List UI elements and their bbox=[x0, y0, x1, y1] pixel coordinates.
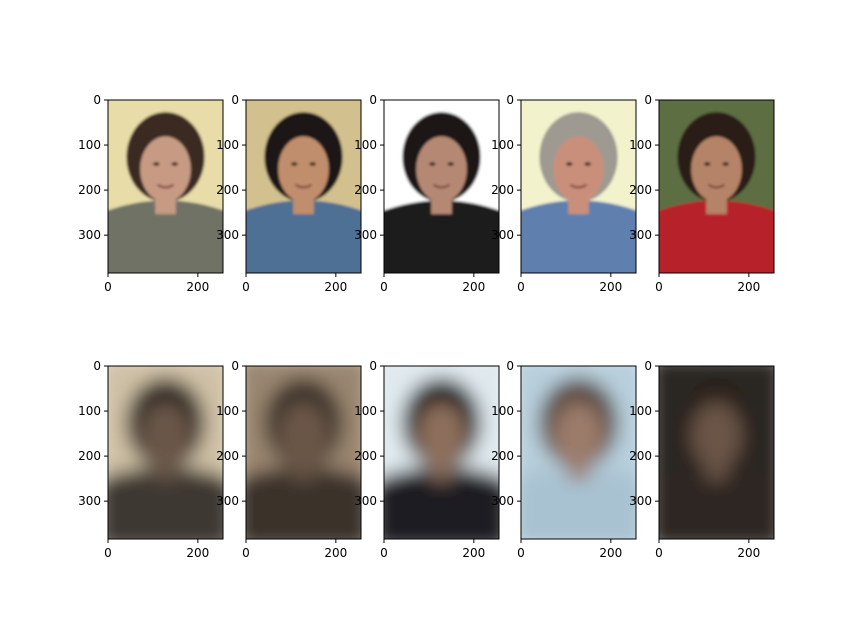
panel-1-1: 0 100 200 300 0 200 bbox=[78, 93, 224, 294]
x-tick-label: 200 bbox=[462, 280, 485, 294]
y-tick-label: 200 bbox=[629, 183, 652, 197]
y-tick-label: 300 bbox=[354, 494, 377, 508]
y-tick-label: 300 bbox=[216, 494, 239, 508]
reconstructed-image bbox=[108, 366, 223, 539]
axes-frame bbox=[383, 99, 500, 274]
y-tick-label: 100 bbox=[629, 138, 652, 152]
axes-frame bbox=[245, 365, 362, 540]
y-tick-label: 0 bbox=[93, 93, 101, 107]
portrait-photo bbox=[659, 100, 774, 273]
x-tick-label: 200 bbox=[737, 280, 760, 294]
x-tick-label: 200 bbox=[462, 546, 485, 560]
reconstructed-image bbox=[384, 366, 499, 539]
x-tick-label: 200 bbox=[186, 546, 209, 560]
portrait-photo bbox=[246, 100, 361, 273]
y-tick-label: 200 bbox=[354, 183, 377, 197]
y-tick-label: 300 bbox=[78, 494, 101, 508]
reconstructed-image bbox=[521, 366, 636, 539]
y-tick-label: 300 bbox=[629, 228, 652, 242]
axes-frame bbox=[383, 365, 500, 540]
panel-grid: 0 100 200 300 0 200 0 100 200 300 0 200 0 100 200 300 0 2… bbox=[78, 93, 775, 560]
axes-frame bbox=[658, 99, 775, 274]
y-tick-label: 200 bbox=[491, 449, 514, 463]
y-tick-label: 100 bbox=[78, 138, 101, 152]
axes-frame bbox=[520, 99, 637, 274]
x-tick-label: 0 bbox=[655, 546, 663, 560]
panel-1-3: 0 100 200 300 0 200 bbox=[354, 93, 500, 294]
portrait-photo bbox=[521, 100, 636, 273]
y-tick-label: 100 bbox=[216, 404, 239, 418]
axes-frame bbox=[107, 365, 224, 540]
x-tick-label: 200 bbox=[324, 546, 347, 560]
panel-1-2: 0 100 200 300 0 200 bbox=[216, 93, 362, 294]
x-tick-label: 0 bbox=[517, 280, 525, 294]
x-tick-label: 0 bbox=[104, 546, 112, 560]
x-tick-label: 0 bbox=[380, 546, 388, 560]
y-tick-label: 0 bbox=[644, 93, 652, 107]
panel-1-4: 0 100 200 300 0 200 bbox=[491, 93, 637, 294]
portrait-photo bbox=[384, 100, 499, 273]
panel-2-3: 0 100 200 300 0 200 bbox=[354, 359, 500, 560]
y-tick-label: 0 bbox=[93, 359, 101, 373]
y-tick-label: 300 bbox=[216, 228, 239, 242]
x-tick-label: 0 bbox=[655, 280, 663, 294]
y-tick-label: 100 bbox=[491, 404, 514, 418]
y-tick-label: 200 bbox=[216, 183, 239, 197]
panel-2-4: 0 100 200 300 0 200 bbox=[491, 359, 637, 560]
axes-frame bbox=[520, 365, 637, 540]
y-tick-label: 0 bbox=[231, 93, 239, 107]
y-tick-label: 300 bbox=[491, 228, 514, 242]
y-tick-label: 0 bbox=[231, 359, 239, 373]
x-tick-label: 0 bbox=[104, 280, 112, 294]
axes-frame bbox=[107, 99, 224, 274]
y-tick-label: 300 bbox=[78, 228, 101, 242]
y-tick-label: 300 bbox=[629, 494, 652, 508]
y-tick-label: 0 bbox=[369, 93, 377, 107]
y-tick-label: 0 bbox=[506, 93, 514, 107]
y-tick-label: 200 bbox=[629, 449, 652, 463]
y-tick-label: 0 bbox=[644, 359, 652, 373]
reconstructed-image bbox=[246, 366, 361, 539]
x-tick-label: 200 bbox=[599, 280, 622, 294]
y-tick-label: 300 bbox=[354, 228, 377, 242]
y-tick-label: 200 bbox=[216, 449, 239, 463]
x-tick-label: 200 bbox=[599, 546, 622, 560]
y-tick-label: 100 bbox=[629, 404, 652, 418]
axes-frame bbox=[245, 99, 362, 274]
y-tick-label: 100 bbox=[354, 138, 377, 152]
y-tick-label: 200 bbox=[354, 449, 377, 463]
panel-1-5: 0 100 200 300 0 200 bbox=[629, 93, 775, 294]
x-tick-label: 200 bbox=[186, 280, 209, 294]
panel-2-2: 0 100 200 300 0 200 bbox=[216, 359, 362, 560]
x-tick-label: 0 bbox=[517, 546, 525, 560]
y-tick-label: 200 bbox=[491, 183, 514, 197]
y-tick-label: 300 bbox=[491, 494, 514, 508]
x-tick-label: 0 bbox=[380, 280, 388, 294]
y-tick-label: 200 bbox=[78, 449, 101, 463]
axes-frame bbox=[658, 365, 775, 540]
y-tick-label: 100 bbox=[216, 138, 239, 152]
y-tick-label: 100 bbox=[491, 138, 514, 152]
x-tick-label: 0 bbox=[242, 280, 250, 294]
panel-2-5: 0 100 200 300 0 200 bbox=[629, 359, 775, 560]
y-tick-label: 100 bbox=[78, 404, 101, 418]
portrait-photo bbox=[108, 100, 223, 273]
y-tick-label: 0 bbox=[506, 359, 514, 373]
reconstructed-image bbox=[659, 366, 774, 539]
y-tick-label: 100 bbox=[354, 404, 377, 418]
panel-2-1: 0 100 200 300 0 200 bbox=[78, 359, 224, 560]
y-tick-label: 200 bbox=[78, 183, 101, 197]
x-tick-label: 0 bbox=[242, 546, 250, 560]
x-tick-label: 200 bbox=[737, 546, 760, 560]
x-tick-label: 200 bbox=[324, 280, 347, 294]
y-tick-label: 0 bbox=[369, 359, 377, 373]
